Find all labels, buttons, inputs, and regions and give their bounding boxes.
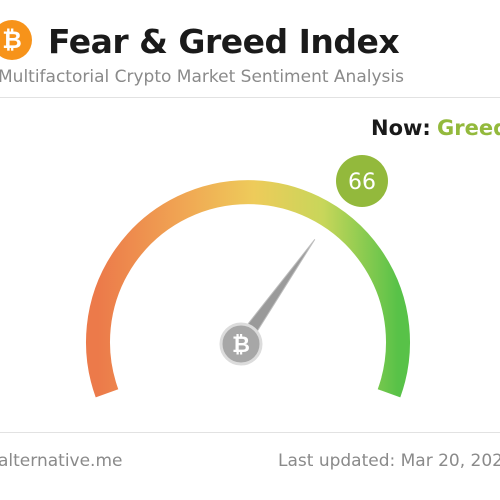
- page-subtitle: Multifactorial Crypto Market Sentiment A…: [0, 67, 404, 87]
- last-updated: Last updated: Mar 20, 2023: [278, 451, 500, 471]
- gauge-hub: [219, 322, 263, 366]
- bitcoin-logo-icon: ₿: [0, 20, 32, 60]
- now-label: Now:: [371, 116, 431, 140]
- header-divider: [0, 97, 500, 98]
- source-credit: alternative.me: [0, 451, 123, 471]
- gauge-hub-bitcoin-icon: ₿: [232, 333, 250, 358]
- gauge-value: 66: [348, 170, 376, 195]
- gauge-value-badge: [336, 155, 388, 207]
- page-title: Fear & Greed Index: [48, 22, 400, 61]
- footer-divider: [0, 432, 500, 433]
- gauge-arc: [86, 180, 410, 398]
- now-classification: Greed: [437, 116, 500, 140]
